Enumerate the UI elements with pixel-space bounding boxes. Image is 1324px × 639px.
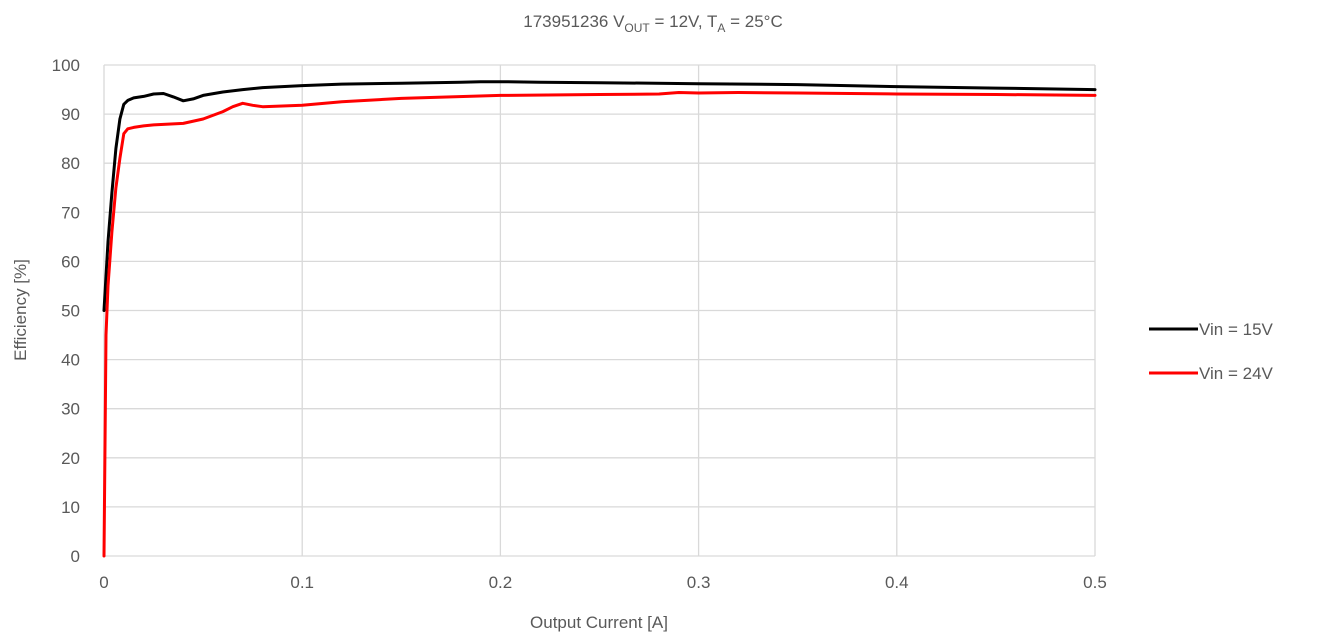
y-tick-label: 90 (61, 105, 80, 124)
chart-title-sub-out: OUT (624, 21, 650, 35)
chart-title-mid: = 12V, T (650, 12, 718, 31)
chart-title: 173951236 VOUT = 12V, TA = 25°C (523, 12, 782, 35)
legend-label-2: Vin = 24V (1199, 364, 1274, 383)
y-tick-label: 70 (61, 203, 80, 222)
chart-title-sub-a: A (717, 21, 725, 35)
y-tick-label: 30 (61, 400, 80, 419)
series-line-2 (102, 91, 1097, 558)
x-tick-label: 0.4 (885, 573, 909, 592)
y-tick-label: 40 (61, 351, 80, 370)
legend-label-1: Vin = 15V (1199, 320, 1274, 339)
y-tick-label: 50 (61, 302, 80, 321)
x-tick-label: 0.3 (687, 573, 711, 592)
y-tick-label: 20 (61, 449, 80, 468)
chart-title-suffix: = 25°C (725, 12, 782, 31)
x-tick-label: 0 (99, 573, 108, 592)
series-layer (102, 80, 1097, 558)
x-tick-label: 0.5 (1083, 573, 1107, 592)
y-tick-label: 0 (71, 547, 80, 566)
legend: Vin = 15V Vin = 24V (1149, 320, 1274, 383)
tick-labels: 0 10 20 30 40 50 60 70 80 90 100 0 0.1 0.2 0.3 0.4 0.5 (52, 56, 1107, 592)
y-axis-title: Efficiency [%] (11, 259, 30, 361)
x-axis-title: Output Current [A] (530, 613, 668, 632)
chart-title-prefix: 173951236 V (523, 12, 625, 31)
grid-lines (104, 64, 1096, 556)
series-line-1 (102, 80, 1097, 312)
y-tick-label: 80 (61, 154, 80, 173)
y-tick-label: 60 (61, 252, 80, 271)
y-tick-label: 10 (61, 498, 80, 517)
x-tick-label: 0.1 (290, 573, 314, 592)
y-tick-label: 100 (52, 56, 80, 75)
x-tick-label: 0.2 (489, 573, 513, 592)
